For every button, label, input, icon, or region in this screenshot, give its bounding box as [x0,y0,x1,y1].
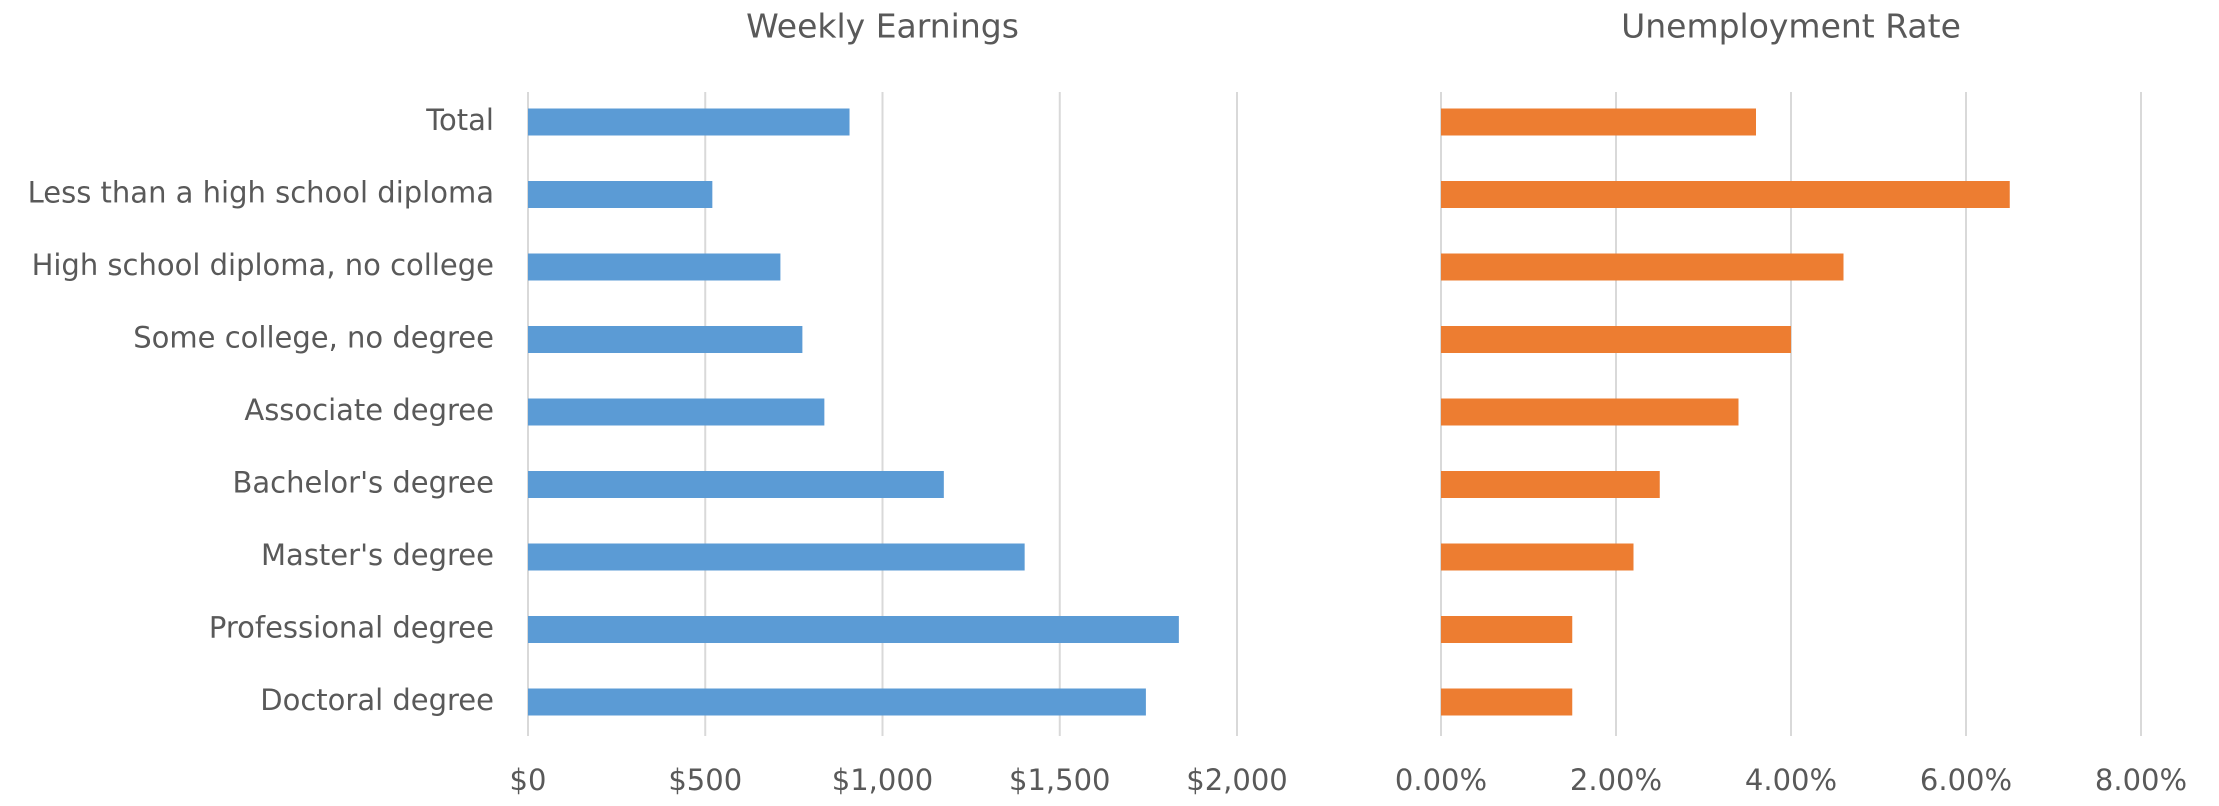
x-tick-label: $2,000 [1186,763,1287,797]
bar [528,688,1146,716]
category-label: Doctoral degree [260,683,494,717]
chart-title: Unemployment Rate [1621,7,1961,46]
bar [528,108,850,136]
x-tick-label: $500 [668,763,742,797]
bar [1441,253,1844,281]
x-tick-label: $0 [510,763,547,797]
x-tick-label: 8.00% [2095,763,2187,797]
bar [1441,616,1573,643]
bar [528,616,1179,643]
x-tick-label: 6.00% [1920,763,2012,797]
x-tick-label: 0.00% [1395,763,1487,797]
category-label: Some college, no degree [133,321,494,355]
bar [528,471,944,498]
x-tick-label: $1,000 [832,763,933,797]
x-tick-label: 2.00% [1570,763,1662,797]
x-tick-label: 4.00% [1745,763,1837,797]
bar [528,543,1025,571]
category-label: Master's degree [261,538,494,572]
bar [528,181,713,208]
category-label: High school diploma, no college [32,248,494,282]
category-label: Associate degree [244,393,494,427]
x-tick-label: $1,500 [1009,763,1110,797]
bar [1441,471,1660,498]
bar [1441,181,2010,208]
category-label: Less than a high school diploma [28,176,494,210]
bar [1441,543,1634,571]
bar [528,326,803,353]
chart-title: Weekly Earnings [746,7,1019,46]
category-label: Bachelor's degree [233,466,494,500]
bar [1441,108,1756,136]
bar [528,253,781,281]
bar [528,398,825,426]
bar [1441,326,1791,353]
category-label: Professional degree [209,611,494,645]
bar [1441,398,1739,426]
bar [1441,688,1573,716]
category-label: Total [425,103,494,137]
